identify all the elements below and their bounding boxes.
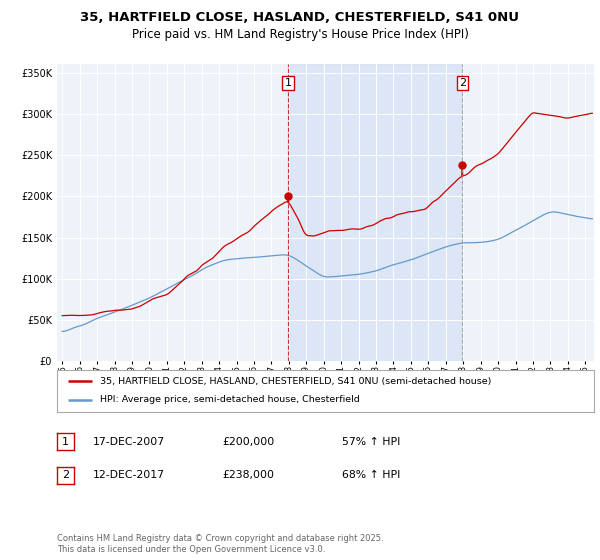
- Text: 2: 2: [62, 470, 69, 480]
- Text: 12-DEC-2017: 12-DEC-2017: [93, 470, 165, 480]
- Text: HPI: Average price, semi-detached house, Chesterfield: HPI: Average price, semi-detached house,…: [100, 395, 360, 404]
- Text: 17-DEC-2007: 17-DEC-2007: [93, 437, 165, 447]
- Text: £238,000: £238,000: [222, 470, 274, 480]
- Text: 35, HARTFIELD CLOSE, HASLAND, CHESTERFIELD, S41 0NU: 35, HARTFIELD CLOSE, HASLAND, CHESTERFIE…: [80, 11, 520, 24]
- Text: 1: 1: [62, 437, 69, 447]
- Text: 1: 1: [284, 78, 292, 88]
- Text: 2: 2: [459, 78, 466, 88]
- Text: Price paid vs. HM Land Registry's House Price Index (HPI): Price paid vs. HM Land Registry's House …: [131, 28, 469, 41]
- Text: 68% ↑ HPI: 68% ↑ HPI: [342, 470, 400, 480]
- Text: 57% ↑ HPI: 57% ↑ HPI: [342, 437, 400, 447]
- Text: 35, HARTFIELD CLOSE, HASLAND, CHESTERFIELD, S41 0NU (semi-detached house): 35, HARTFIELD CLOSE, HASLAND, CHESTERFIE…: [100, 377, 491, 386]
- Text: Contains HM Land Registry data © Crown copyright and database right 2025.
This d: Contains HM Land Registry data © Crown c…: [57, 534, 383, 554]
- Bar: [288, 64, 463, 361]
- Text: £200,000: £200,000: [222, 437, 274, 447]
